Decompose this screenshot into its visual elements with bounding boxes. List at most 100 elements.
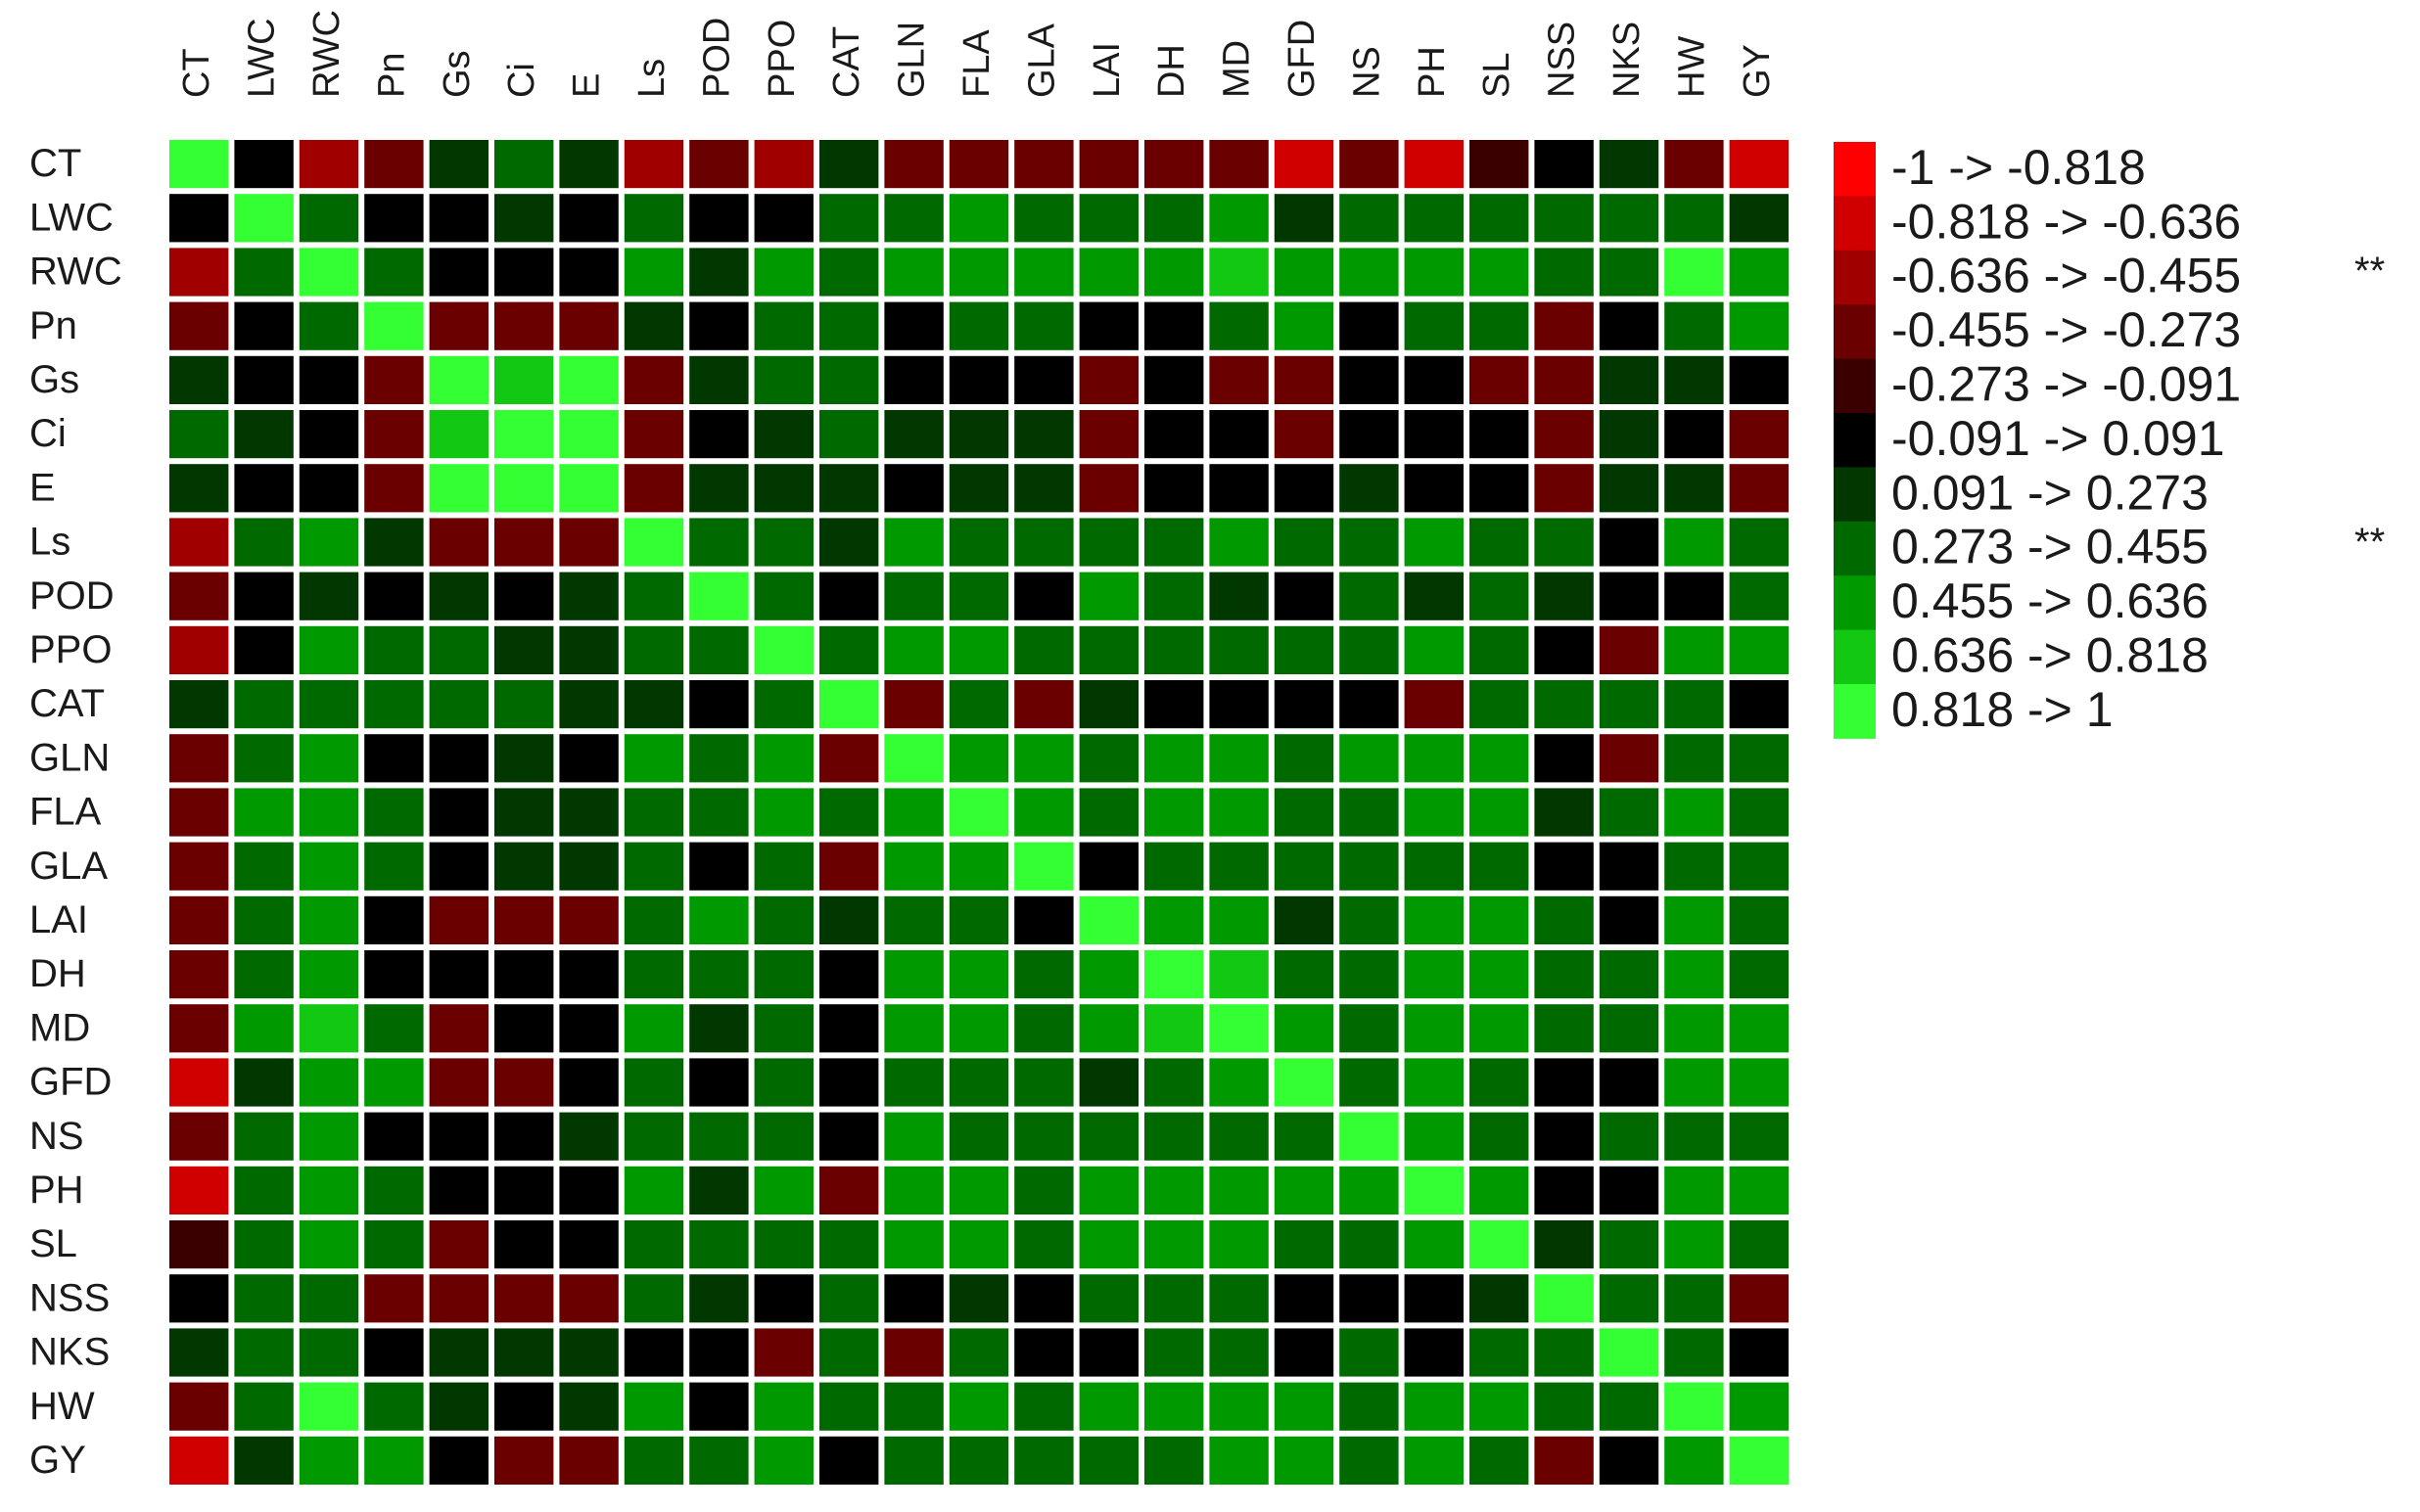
heatmap-cell — [1274, 734, 1334, 783]
heatmap-cell — [1729, 1382, 1789, 1431]
heatmap-cell — [1599, 355, 1659, 404]
heatmap-cell — [559, 301, 619, 350]
heatmap-cell — [1664, 1112, 1724, 1161]
heatmap-cell — [1664, 464, 1724, 513]
heatmap-cell — [1144, 1058, 1204, 1107]
heatmap-cell — [1144, 680, 1204, 729]
heatmap-cell — [689, 140, 749, 189]
heatmap-cell — [1339, 950, 1399, 999]
heatmap-cell — [299, 1382, 359, 1431]
heatmap-cell — [1209, 194, 1269, 243]
heatmap-cell — [1274, 1328, 1334, 1377]
heatmap-cell — [1339, 464, 1399, 513]
heatmap-cell — [1664, 788, 1724, 837]
heatmap-cell — [1599, 734, 1659, 783]
heatmap-cell — [169, 842, 229, 891]
heatmap-cell — [1209, 248, 1269, 297]
heatmap-cell — [624, 1274, 684, 1323]
heatmap-cell — [1079, 680, 1139, 729]
heatmap-cell — [754, 248, 814, 297]
heatmap-cell — [1729, 140, 1789, 189]
heatmap-cell — [1599, 518, 1659, 567]
heatmap-cell — [754, 1004, 814, 1053]
heatmap-cell — [1014, 842, 1074, 891]
heatmap-cell — [1079, 572, 1139, 620]
heatmap-cell — [1599, 950, 1659, 999]
heatmap-cell — [1599, 1436, 1659, 1485]
heatmap-cell — [299, 410, 359, 459]
heatmap-cell — [1144, 950, 1204, 999]
heatmap-cell — [949, 301, 1009, 350]
heatmap-cell — [624, 950, 684, 999]
heatmap-cell — [1469, 1328, 1529, 1377]
heatmap-cell — [1599, 842, 1659, 891]
heatmap-cell — [1014, 1382, 1074, 1431]
legend-note: ** — [2354, 521, 2385, 564]
heatmap-cell — [689, 518, 749, 567]
heatmap-cell — [299, 1436, 359, 1485]
heatmap-cell — [624, 1166, 684, 1214]
heatmap-cell — [1729, 355, 1789, 404]
heatmap-cell — [1339, 1436, 1399, 1485]
heatmap-cell — [1014, 410, 1074, 459]
heatmap-cell — [1469, 248, 1529, 297]
heatmap-cell — [1599, 625, 1659, 674]
heatmap-cell — [624, 464, 684, 513]
heatmap-cell — [1664, 140, 1724, 189]
heatmap-cell — [1664, 734, 1724, 783]
heatmap-cell — [884, 355, 944, 404]
heatmap-cell — [1274, 301, 1334, 350]
heatmap-cell — [299, 950, 359, 999]
heatmap-cell — [1274, 788, 1334, 837]
heatmap-cell — [559, 355, 619, 404]
heatmap-cell — [559, 1328, 619, 1377]
heatmap-cell — [1599, 1382, 1659, 1431]
heatmap-cell — [234, 140, 294, 189]
heatmap-cell — [884, 1166, 944, 1214]
heatmap-cell — [754, 1166, 814, 1214]
heatmap-cell — [1469, 625, 1529, 674]
heatmap-cell — [689, 194, 749, 243]
heatmap-cell — [169, 1112, 229, 1161]
heatmap-cell — [1144, 895, 1204, 944]
column-label: Gs — [437, 50, 478, 98]
heatmap-cell — [364, 1328, 424, 1377]
heatmap-cell — [364, 1220, 424, 1269]
heatmap-cell — [1144, 1328, 1204, 1377]
heatmap-cell — [1274, 1436, 1334, 1485]
heatmap-cell — [689, 950, 749, 999]
row-label: GLA — [29, 845, 108, 888]
column-label: NSS — [1542, 22, 1583, 98]
heatmap-cell — [1209, 1004, 1269, 1053]
heatmap-cell — [559, 895, 619, 944]
heatmap-cell — [299, 464, 359, 513]
heatmap-cell — [1274, 1058, 1334, 1107]
heatmap-cell — [1274, 895, 1334, 944]
heatmap-cell — [234, 248, 294, 297]
heatmap-cell — [624, 734, 684, 783]
heatmap-cell — [819, 734, 879, 783]
heatmap-cell — [1014, 1112, 1074, 1161]
heatmap-cell — [1599, 1274, 1659, 1323]
heatmap-cell — [884, 680, 944, 729]
heatmap-cell — [1274, 1166, 1334, 1214]
heatmap-cell — [1339, 680, 1399, 729]
heatmap-cell — [1339, 572, 1399, 620]
column-label: GY — [1737, 44, 1778, 98]
heatmap-cell — [1404, 895, 1464, 944]
heatmap-cell — [559, 572, 619, 620]
heatmap-cell — [1079, 1436, 1139, 1485]
heatmap-cell — [754, 788, 814, 837]
heatmap-cell — [494, 734, 554, 783]
heatmap-cell — [949, 788, 1009, 837]
heatmap-cell — [169, 572, 229, 620]
heatmap-cell — [819, 1436, 879, 1485]
heatmap-cell — [494, 194, 554, 243]
heatmap-cell — [1079, 842, 1139, 891]
row-label: HW — [29, 1385, 95, 1428]
heatmap-cell — [1209, 301, 1269, 350]
heatmap-cell — [1339, 140, 1399, 189]
heatmap-cell — [949, 1058, 1009, 1107]
heatmap-cell — [1144, 355, 1204, 404]
heatmap-cell — [1339, 1058, 1399, 1107]
